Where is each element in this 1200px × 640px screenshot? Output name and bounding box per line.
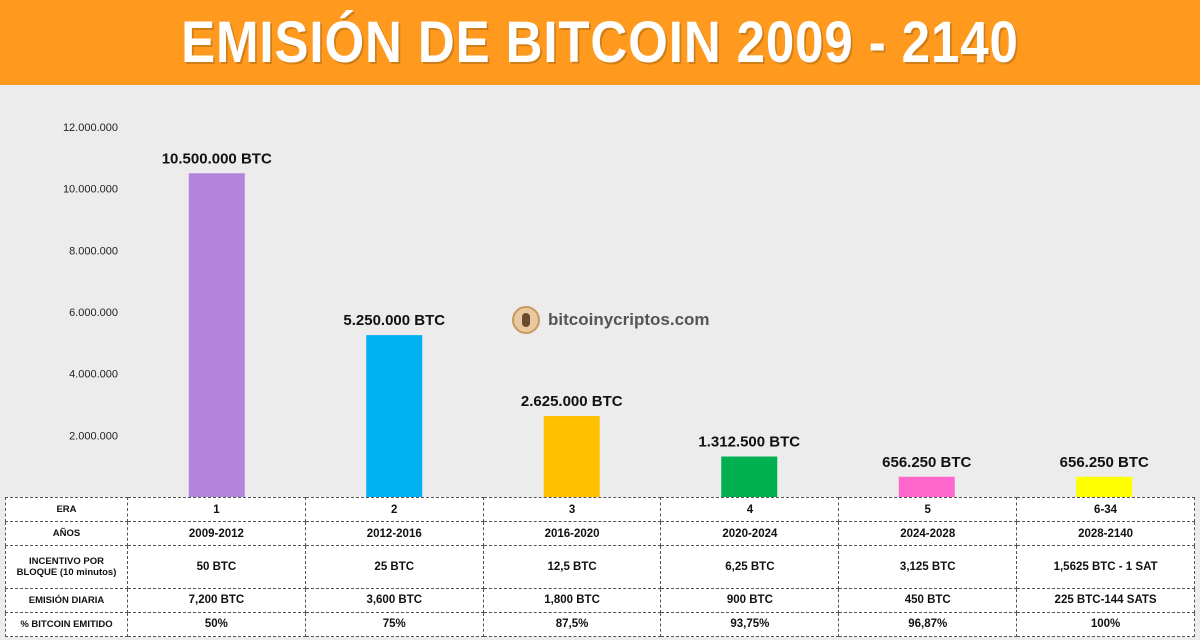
row-header: EMISIÓN DIARIA [5, 587, 128, 613]
table-cell: 3 [482, 496, 662, 523]
y-tick-label: 6.000.000 [69, 307, 118, 319]
table-cell: 2028-2140 [1016, 521, 1195, 547]
table-cell: 50 BTC [127, 545, 306, 589]
y-tick-label: 12.000.000 [63, 122, 118, 134]
y-axis-ticks: 2.000.000 4.000.000 6.000.000 8.000.000 10.0… [63, 122, 118, 442]
bars [188, 173, 1133, 497]
table-cell: 1,800 BTC [482, 587, 662, 613]
row-header: AÑOS [5, 521, 128, 547]
header-banner: EMISIÓN DE BITCOIN 2009 - 2140 [0, 0, 1200, 85]
row-header: ERA [5, 496, 128, 523]
table-row: % BITCOIN EMITIDO 50% 75% 87,5% 93,75% 96,87%… [5, 611, 1195, 638]
bar-value-label: 1.312.500 BTC [698, 434, 800, 451]
table-cell: 93,75% [660, 611, 840, 638]
table-cell: 96,87% [838, 611, 1018, 638]
table-cell: 3,600 BTC [304, 587, 484, 613]
table-cell: 225 BTC-144 SATS [1016, 587, 1195, 613]
bar-chart: 2.000.000 4.000.000 6.000.000 8.000.000 10.0… [63, 122, 1149, 497]
table-cell: 2012-2016 [304, 521, 484, 547]
table-cell: 6-34 [1016, 496, 1195, 523]
watermark: bitcoinycriptos.com [512, 306, 710, 334]
table-cell: 87,5% [482, 611, 662, 638]
table-row: EMISIÓN DIARIA 7,200 BTC 3,600 BTC 1,800 BT… [5, 587, 1195, 613]
table-row: ERA 1 2 3 4 5 6-34 [5, 496, 1195, 523]
y-tick-label: 4.000.000 [69, 369, 118, 381]
emission-table: ERA 1 2 3 4 5 6-34 AÑOS 2009-2012 2012-2016 2016-2… [5, 496, 1195, 638]
table-row: INCENTIVO POR BLOQUE (10 minutos) 50 BTC 2… [5, 545, 1195, 589]
bar-era-6-34 [1076, 476, 1133, 497]
bar-value-label: 656.250 BTC [1060, 454, 1149, 471]
table-cell: 2020-2024 [660, 521, 840, 547]
table-cell: 2 [304, 496, 484, 523]
table-cell: 2016-2020 [482, 521, 662, 547]
table-cell: 25 BTC [304, 545, 484, 589]
watermark-text: bitcoinycriptos.com [548, 310, 710, 329]
table-cell: 5 [838, 496, 1018, 523]
y-tick-label: 8.000.000 [69, 245, 118, 257]
table-cell: 12,5 BTC [482, 545, 662, 589]
table-cell: 100% [1016, 611, 1195, 638]
table-cell: 6,25 BTC [660, 545, 840, 589]
bar-era-5 [898, 476, 955, 497]
table-cell: 2024-2028 [838, 521, 1018, 547]
table-cell: 4 [660, 496, 840, 523]
bar-era-4 [721, 456, 778, 497]
y-tick-label: 10.000.000 [63, 184, 118, 196]
page-title: EMISIÓN DE BITCOIN 2009 - 2140 [181, 10, 1019, 75]
table-cell: 1,5625 BTC - 1 SAT [1016, 545, 1195, 589]
bar-era-2 [366, 335, 423, 497]
table-cell: 7,200 BTC [127, 587, 306, 613]
bar-era-1 [188, 173, 245, 497]
table-cell: 50% [127, 611, 306, 638]
bar-era-3 [543, 416, 600, 497]
y-tick-label: 2.000.000 [69, 430, 118, 442]
bar-value-label: 2.625.000 BTC [521, 393, 623, 410]
table-row: AÑOS 2009-2012 2012-2016 2016-2020 2020-2024… [5, 521, 1195, 547]
bar-value-label: 5.250.000 BTC [343, 312, 445, 329]
table-cell: 2009-2012 [127, 521, 306, 547]
bar-value-label: 10.500.000 BTC [162, 150, 272, 167]
table-cell: 3,125 BTC [838, 545, 1018, 589]
data-labels: 10.500.000 BTC 5.250.000 BTC 2.625.000 BTC… [162, 150, 1149, 471]
bar-value-label: 656.250 BTC [882, 454, 971, 471]
row-header: % BITCOIN EMITIDO [5, 611, 128, 638]
row-header: INCENTIVO POR BLOQUE (10 minutos) [5, 545, 128, 589]
table-cell: 900 BTC [660, 587, 840, 613]
table-cell: 1 [127, 496, 306, 523]
table-cell: 75% [304, 611, 484, 638]
table-cell: 450 BTC [838, 587, 1018, 613]
microphone-logo-icon [512, 306, 540, 334]
